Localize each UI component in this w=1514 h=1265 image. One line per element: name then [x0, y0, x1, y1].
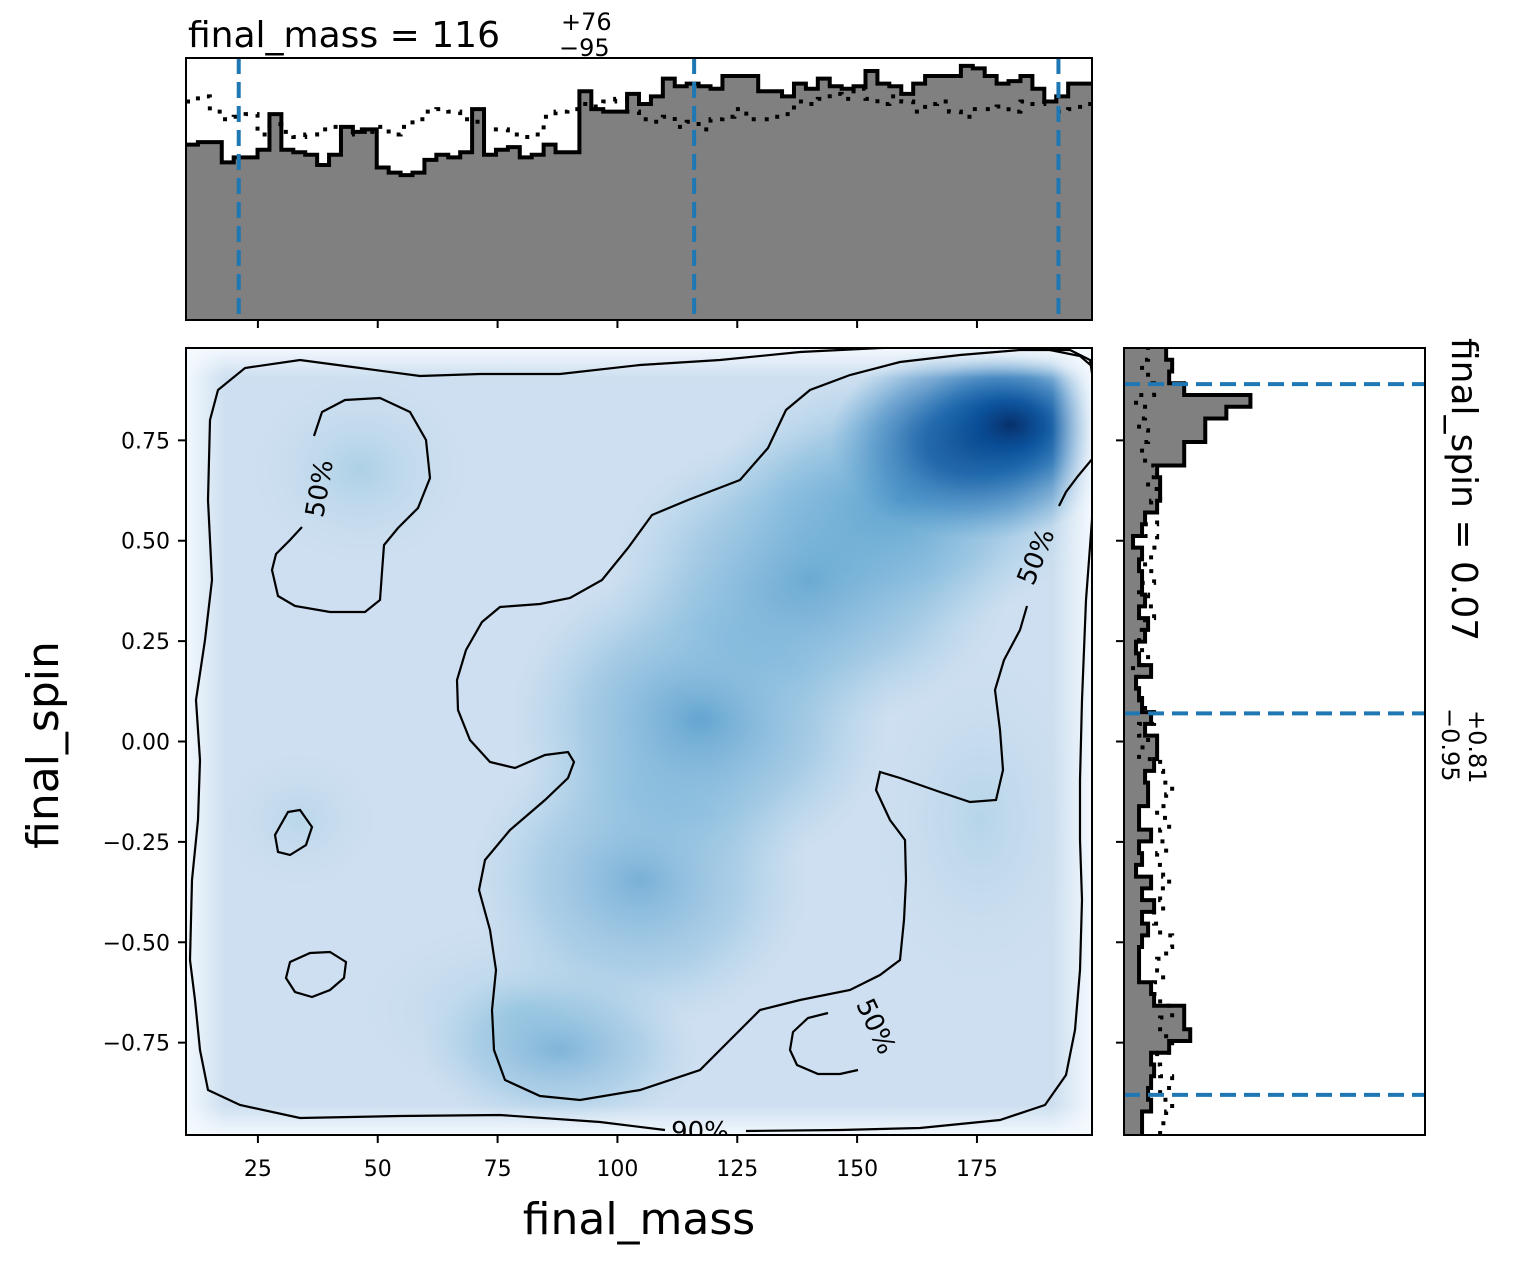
final-mass-upper-error: +76 [561, 8, 612, 36]
contour-50-percent-main [455, 348, 1092, 1102]
x-tick-label: 75 [484, 1157, 512, 1182]
x-tick-label: 50 [364, 1157, 392, 1182]
final-mass-histogram-fill [186, 65, 1092, 320]
final-spin-histogram-outline [1131, 348, 1253, 1135]
final-spin-prior-histogram [1131, 348, 1175, 1135]
contour-50-percent-upper-left [270, 396, 432, 614]
final-mass-title: final_mass = 116 [188, 15, 500, 56]
y-tick-label: −0.50 [103, 931, 170, 956]
x-tick-label: 25 [244, 1157, 272, 1182]
final-mass-histogram-outline [186, 63, 1092, 178]
contour-90-percent [188, 348, 1092, 1133]
final-spin-marginal: final_spin = 0.07 +0.81 −0.95 [1116, 338, 1491, 1136]
y-tick-label: 0.75 [121, 429, 170, 454]
contour-50-percent-lower-right [788, 1011, 859, 1076]
final-mass-marginal-frame [185, 57, 1093, 321]
y-tick-label: −0.25 [103, 831, 170, 856]
final-spin-title: final_spin = 0.07 +0.81 −0.95 [1436, 338, 1491, 784]
y-axis-label: final_spin [18, 641, 69, 849]
svg-text:final_spin = 0.07: final_spin = 0.07 [1443, 338, 1484, 641]
final-mass-lower-error: −95 [559, 34, 610, 62]
contour-50-percent-left-small [273, 808, 314, 857]
x-tick-label: 100 [596, 1157, 638, 1182]
joint-density-plot: 50% 50% 50% 90% 25 50 75 100 125 150 175 0.75 0… [18, 347, 1093, 1245]
final-mass-prior-histogram [186, 86, 1092, 140]
y-tick-label: 0.00 [121, 731, 170, 756]
y-tick-label: 0.25 [121, 630, 170, 655]
x-tick-label: 150 [836, 1157, 878, 1182]
final-spin-lower-error: −0.95 [1436, 708, 1464, 782]
x-tick-label: 125 [716, 1157, 758, 1182]
contour-50-percent-left-lower [284, 950, 348, 999]
x-axis-label: final_mass [523, 1194, 755, 1245]
x-tick-label: 175 [956, 1157, 998, 1182]
y-tick-label: 0.50 [121, 530, 170, 555]
density-heatmap: 50% 50% 50% 90% [186, 348, 1092, 1147]
contour-label-90-bottom: 90% [671, 1117, 729, 1147]
y-tick-label: −0.75 [103, 1032, 170, 1057]
final-spin-upper-error: +0.81 [1463, 710, 1491, 784]
final-mass-marginal: final_mass = 116 +76 −95 [185, 8, 1093, 328]
final-spin-histogram-fill [1124, 348, 1251, 1135]
